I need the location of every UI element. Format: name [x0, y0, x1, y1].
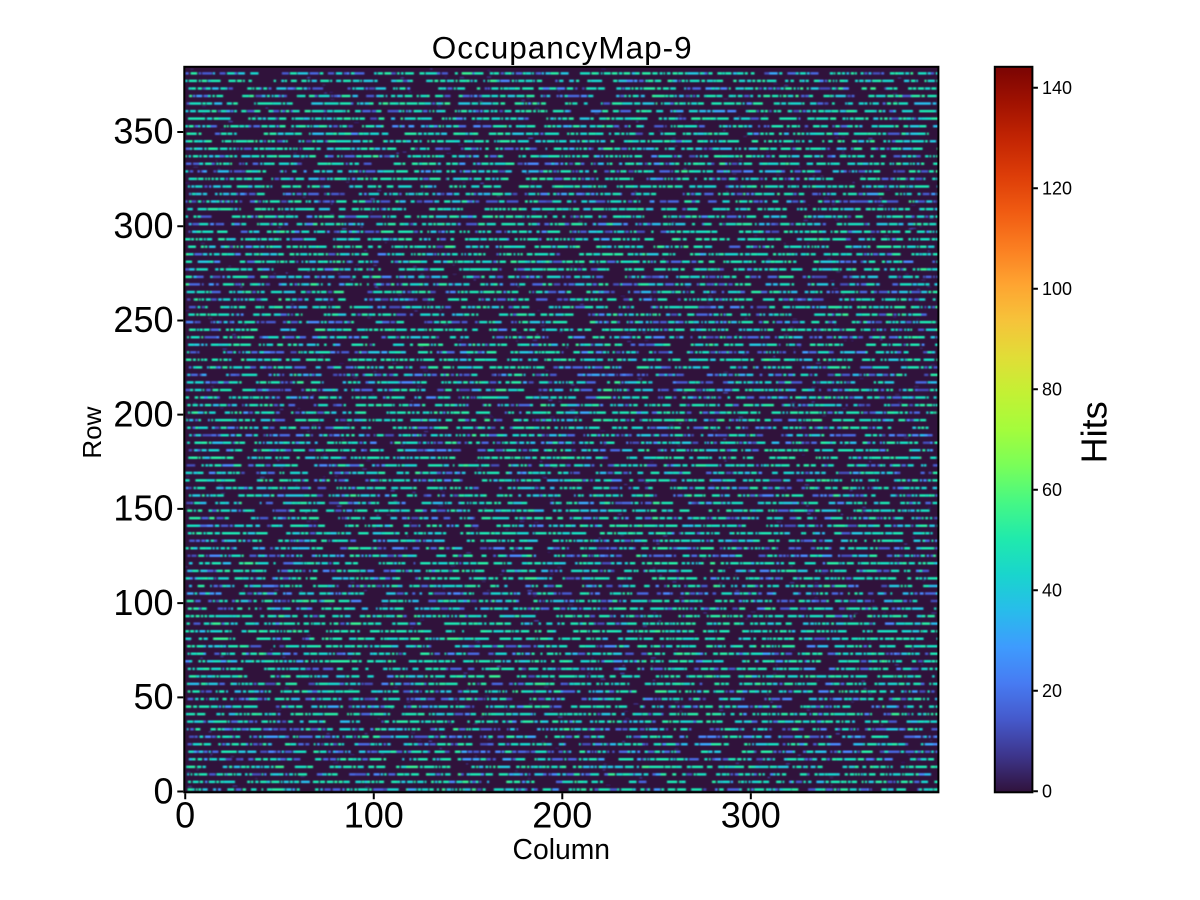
svg-text:0: 0: [175, 795, 195, 836]
svg-text:Hits: Hits: [1073, 401, 1114, 463]
svg-text:250: 250: [113, 299, 173, 340]
svg-text:80: 80: [1042, 379, 1062, 399]
svg-text:0: 0: [1042, 781, 1052, 801]
svg-text:350: 350: [113, 111, 173, 152]
svg-text:140: 140: [1042, 78, 1072, 98]
svg-text:100: 100: [344, 795, 404, 836]
svg-text:Row: Row: [77, 406, 107, 458]
svg-text:Column: Column: [513, 833, 611, 865]
svg-text:40: 40: [1042, 580, 1062, 600]
svg-text:120: 120: [1042, 178, 1072, 198]
svg-text:150: 150: [113, 488, 173, 529]
svg-text:0: 0: [153, 770, 173, 811]
svg-text:OccupancyMap-9: OccupancyMap-9: [432, 30, 693, 66]
svg-text:100: 100: [113, 582, 173, 623]
svg-text:300: 300: [113, 205, 173, 246]
svg-text:60: 60: [1042, 480, 1062, 500]
svg-text:200: 200: [532, 795, 592, 836]
svg-text:20: 20: [1042, 681, 1062, 701]
svg-text:300: 300: [721, 795, 781, 836]
svg-text:100: 100: [1042, 279, 1072, 299]
svg-text:200: 200: [113, 393, 173, 434]
svg-text:50: 50: [133, 676, 173, 717]
